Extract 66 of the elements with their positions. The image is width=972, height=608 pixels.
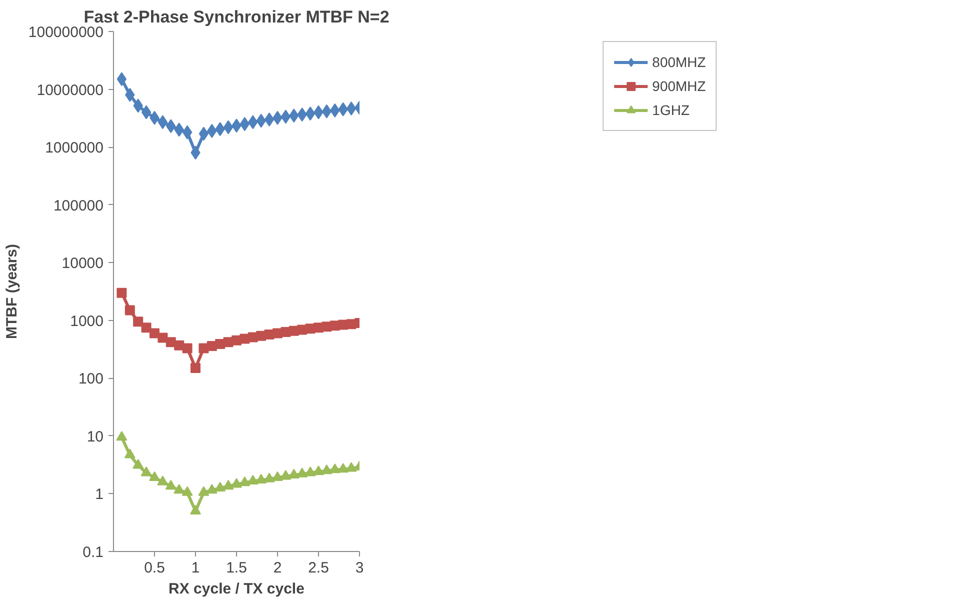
y-tick-label: 10000000 <box>36 82 104 99</box>
point <box>157 476 168 486</box>
point <box>214 482 226 492</box>
point <box>149 471 160 482</box>
y-tick-label: 1000 <box>70 312 104 330</box>
point <box>321 464 332 474</box>
x-tick-label: 1.5 <box>226 560 247 576</box>
point <box>124 305 135 316</box>
x-tick-label: 1 <box>191 560 200 576</box>
y-tick-label: 1 <box>95 486 104 504</box>
legend-label: 900MHZ <box>652 78 706 94</box>
point <box>280 110 291 124</box>
point <box>174 484 185 494</box>
point <box>206 484 218 494</box>
y-tick-label: 1000000 <box>45 140 104 157</box>
x-tick-label: 2.5 <box>308 560 329 576</box>
point <box>190 504 201 514</box>
y-tick-label: 10000 <box>62 255 104 272</box>
point <box>141 322 152 333</box>
point <box>272 471 283 482</box>
y-tick-label: 100000000 <box>28 24 104 41</box>
point <box>132 459 144 469</box>
point <box>116 430 128 441</box>
point <box>198 126 209 141</box>
point <box>150 328 160 338</box>
point <box>141 105 152 120</box>
x-axis-title: RX cycle / TX cycle <box>168 580 304 598</box>
point <box>280 470 292 480</box>
x-tick-label: 3 <box>355 560 364 576</box>
point <box>231 478 242 488</box>
point <box>182 343 192 354</box>
point <box>296 468 308 478</box>
point <box>198 486 210 496</box>
point <box>174 340 184 350</box>
point <box>240 117 250 132</box>
point <box>239 476 250 486</box>
point <box>256 474 267 484</box>
point <box>158 115 168 130</box>
y-axis-title: MTBF (years) <box>3 244 20 340</box>
point <box>264 112 274 126</box>
point <box>222 480 234 490</box>
point <box>313 465 324 476</box>
point <box>182 486 193 496</box>
y-tick-label: 0.1 <box>82 544 104 561</box>
point <box>140 466 152 476</box>
point <box>116 72 127 86</box>
x-tick-label: 0.5 <box>144 560 165 576</box>
chart-title: Fast 2-Phase Synchronizer MTBF N=2 <box>84 8 390 26</box>
point <box>158 332 168 343</box>
point <box>190 362 200 373</box>
y-tick-label: 100 <box>78 370 104 388</box>
point <box>165 480 176 490</box>
legend-label: 800MHZ <box>652 54 706 70</box>
x-tick-label: 2 <box>273 560 282 576</box>
point <box>182 125 192 140</box>
point <box>346 101 356 116</box>
point <box>305 106 316 121</box>
y-tick-label: 100000 <box>53 197 104 214</box>
point <box>116 288 127 298</box>
point <box>124 448 136 458</box>
point <box>223 120 234 134</box>
legend-label: 1GHZ <box>652 102 690 118</box>
point <box>304 466 316 476</box>
point <box>322 104 332 118</box>
point <box>133 316 144 327</box>
y-tick-label: 10 <box>86 428 104 446</box>
